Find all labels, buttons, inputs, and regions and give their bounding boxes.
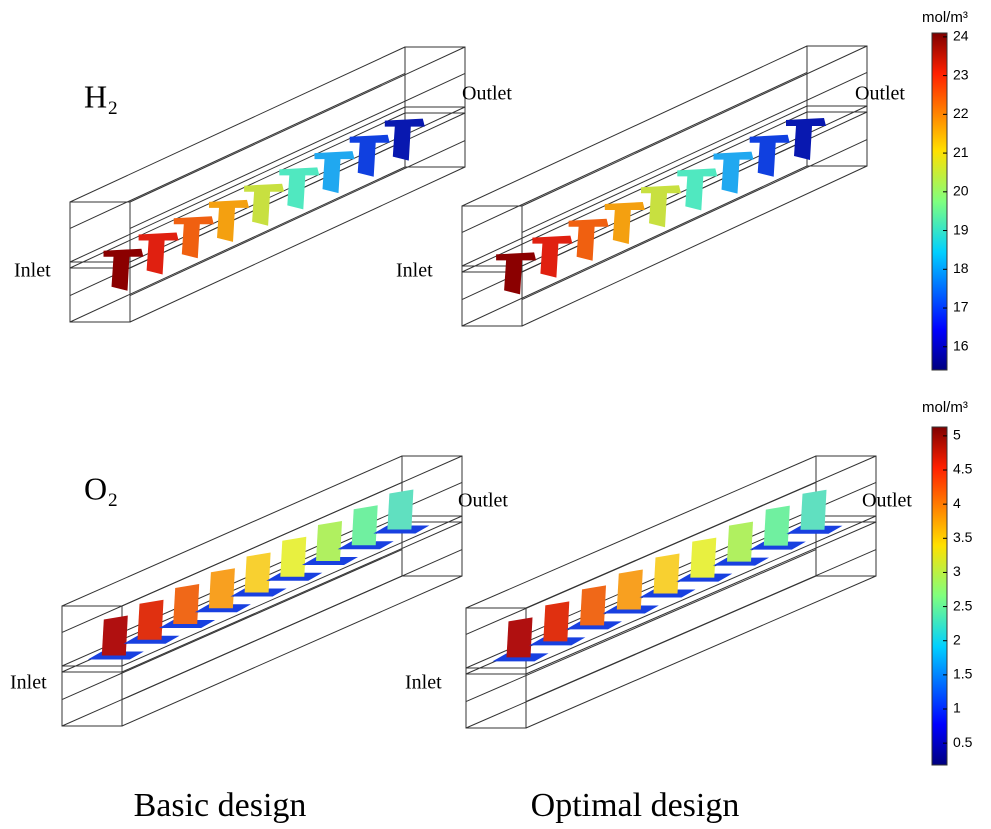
- caption: Basic design: [134, 787, 307, 824]
- box-edge: [462, 166, 807, 326]
- species-label: H₂: [84, 78, 118, 114]
- fin: [654, 554, 680, 594]
- fin: [801, 490, 827, 530]
- inlet-label: Inlet: [396, 260, 433, 282]
- fin: [496, 252, 536, 294]
- colorbar-tick-label: 1.5: [953, 666, 973, 682]
- colorbar-tick-label: 3.5: [953, 529, 973, 545]
- fin: [244, 184, 284, 226]
- fin: [173, 584, 199, 624]
- fin: [174, 216, 214, 258]
- fin: [352, 505, 378, 545]
- colorbar-tick-label: 18: [953, 260, 969, 276]
- colorbar-tick-label: 4: [953, 495, 961, 511]
- colorbar-tick-label: 22: [953, 105, 969, 121]
- fin: [315, 151, 355, 193]
- box-edge: [526, 516, 876, 668]
- outlet-label: Outlet: [458, 490, 508, 512]
- fin: [764, 506, 790, 546]
- colorbar-tick-label: 5: [953, 427, 961, 443]
- outlet-label: Outlet: [855, 83, 905, 105]
- outlet-label: Outlet: [462, 83, 512, 105]
- fin: [385, 119, 425, 161]
- fin: [580, 585, 606, 625]
- fin: [104, 249, 144, 291]
- fin: [102, 616, 128, 656]
- box-edge: [122, 516, 462, 666]
- outlet-label: Outlet: [862, 490, 912, 512]
- fin: [350, 135, 390, 177]
- box-edge: [462, 46, 807, 206]
- fin: [280, 537, 306, 577]
- fin: [279, 167, 319, 209]
- box-edge: [522, 140, 867, 300]
- channel: [462, 46, 867, 326]
- channel: [62, 456, 462, 726]
- geometry: [62, 46, 876, 728]
- fin: [714, 152, 754, 194]
- colorbar-tick-label: 19: [953, 221, 969, 237]
- colorbar-tick-label: 24: [953, 28, 969, 44]
- colorbar: [932, 427, 947, 765]
- species-label: O₂: [84, 470, 118, 506]
- colorbar-unit: mol/m³: [922, 399, 968, 416]
- fin: [139, 233, 179, 275]
- channel: [466, 456, 876, 728]
- figure: H₂ Outlet Inlet Outlet Inlet O₂ Outlet I…: [0, 0, 991, 829]
- fin: [727, 522, 753, 562]
- fin: [245, 553, 271, 593]
- colorbar-tick-label: 2.5: [953, 597, 973, 613]
- colorbar-unit: mol/m³: [922, 9, 968, 26]
- box-edge: [462, 112, 807, 272]
- fin: [786, 118, 826, 160]
- box-edge: [526, 576, 876, 728]
- colorbar-tick-label: 21: [953, 144, 969, 160]
- colorbar: [932, 33, 947, 370]
- fin: [507, 617, 533, 657]
- colorbar-tick-label: 0.5: [953, 734, 973, 750]
- colorbar-tick-label: 3: [953, 563, 961, 579]
- colorbar-tick-label: 20: [953, 183, 969, 199]
- inlet-label: Inlet: [14, 260, 51, 282]
- fin: [677, 168, 717, 210]
- box-edge: [70, 107, 405, 262]
- fin: [387, 490, 413, 530]
- caption: Optimal design: [531, 787, 740, 824]
- colorbar-tick-label: 2: [953, 631, 961, 647]
- fin: [209, 200, 249, 242]
- colorbar-tick-label: 16: [953, 337, 969, 353]
- colorbar-tick-label: 1: [953, 700, 961, 716]
- fin: [750, 135, 790, 177]
- box-edge: [462, 106, 807, 266]
- fin: [641, 185, 681, 227]
- inlet-label: Inlet: [405, 672, 442, 694]
- fin: [316, 521, 342, 561]
- fin: [569, 219, 609, 261]
- inlet-label: Inlet: [10, 672, 47, 694]
- fin: [605, 202, 645, 244]
- colorbar-tick-label: 17: [953, 299, 969, 315]
- fin: [532, 236, 572, 278]
- fin: [543, 601, 569, 641]
- fin: [138, 600, 164, 640]
- colorbar-tick-label: 23: [953, 66, 969, 82]
- colorbar-tick-label: 4.5: [953, 461, 973, 477]
- fin: [209, 568, 235, 608]
- fin: [617, 570, 643, 610]
- fin: [690, 538, 716, 578]
